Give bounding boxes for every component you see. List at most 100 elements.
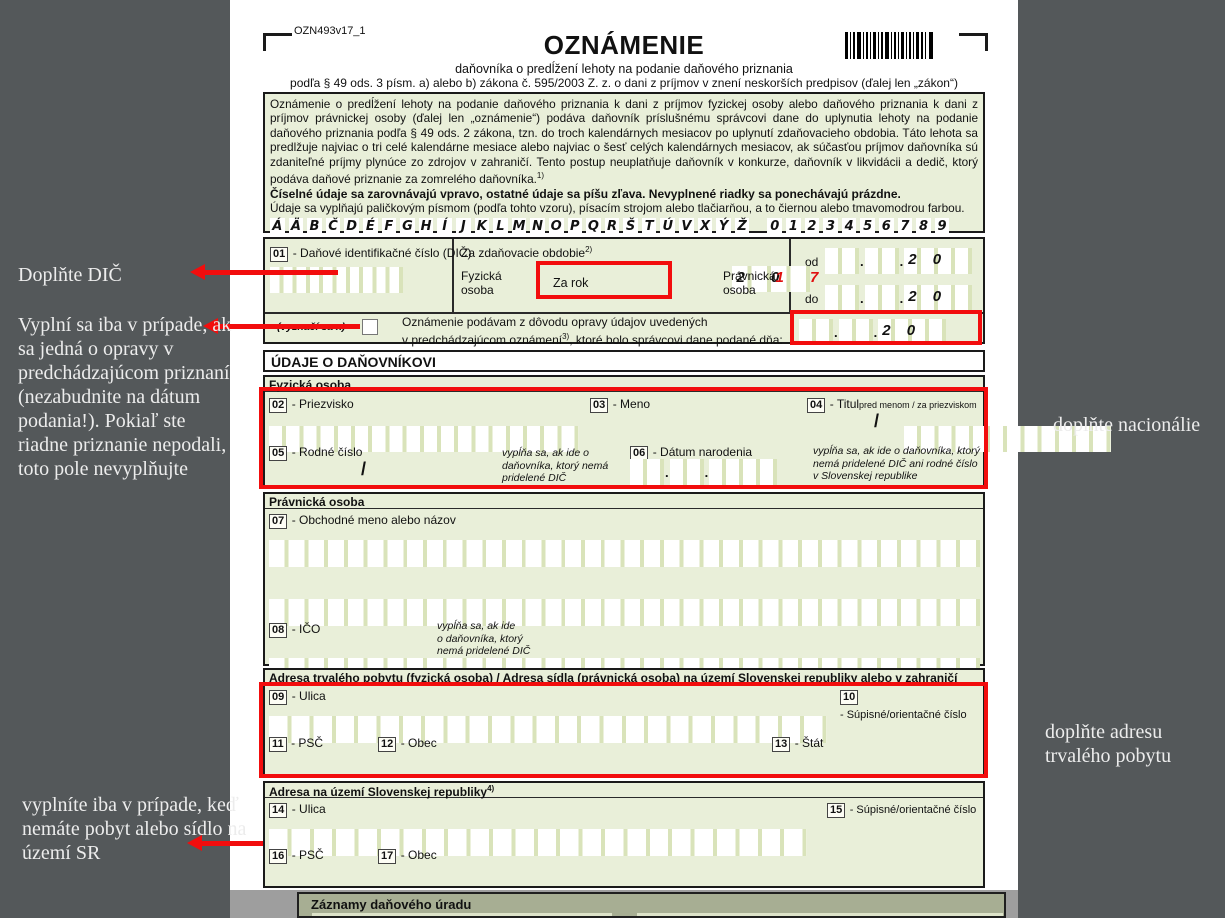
field-16-label: 16 - PSČ [269,846,324,864]
divider [265,312,983,314]
priezvisko-input[interactable] [269,426,579,452]
field-03-label: 03 - Meno [590,395,650,413]
annotation-nacionalie: doplňte nacionálie [1053,414,1201,436]
alphabet-sample-char: Č [325,218,341,236]
form-subtitle: daňovníka o predĺžení lehoty na podanie … [455,62,793,76]
correction-checkbox[interactable] [362,319,378,335]
zaznamy-box: Záznamy daňového úradu [297,892,1006,918]
tax-period-label: Za zdaňovacie obdobie2) [461,245,593,260]
alphabet-sample-char: J [455,218,471,236]
adresa1-header: Adresa trvalého pobytu (fyzická osoba) /… [265,670,983,685]
section-pravnicka-osoba: Právnická osoba 07 - Obchodné meno alebo… [263,492,985,757]
alphabet-sample-char: 3 [823,218,838,236]
alphabet-sample-char: Ý [716,218,731,236]
field-12-label: 12 - Obec [378,734,437,752]
alphabet-sample-char: X [697,218,713,236]
field-07-label: 07 - Obchodné meno alebo názov [269,511,456,529]
alphabet-sample-char: Ž [734,218,750,236]
note-rodne-cislo: vypĺňa sa, ak ide o daňovníka, ktorý nem… [502,447,609,484]
alphabet-sample-char: 5 [860,218,875,236]
note-ico: vypĺňa sa, ak ide o daňovníka, ktorý nem… [437,620,531,657]
obchodne-meno-input-1[interactable] [269,540,980,567]
annotation-oprava: Vyplní sa iba v prípade, ak sa jedná o o… [18,314,232,480]
alphabet-sample-char: 7 [897,218,913,236]
field-10-label: 10 - Súpisné/orientačné číslo [840,690,967,721]
alphabet-sample-char: 6 [879,218,894,236]
alphabet-sample-char: P [567,218,583,236]
note-datum-narodenia: vypĺňa sa, ak ide o daňovníka, ktorý nem… [813,445,980,482]
form-page: OZN493v17_1 OZNÁMENIE daňovníka o predĺž… [230,0,1112,918]
alphabet-sample-char: D [344,218,359,236]
do-label: do [805,292,819,306]
crop-mark-top-right [959,33,988,51]
alphabet-sample-char: 9 [934,218,950,236]
alphabet-sample-char: Ú [660,218,676,236]
pravnicka-header: Právnická osoba [265,494,983,509]
ulica-input[interactable] [269,716,827,743]
box-01-period: 01 - Daňové identifikačné číslo (DIČ) Za… [263,237,985,347]
do-date-input[interactable]: ..2 0 [825,285,973,311]
field-04-label: 04 - Titulpred menom / za priezviskom [807,395,977,413]
ulica-sr-input[interactable] [269,829,807,856]
za-rok-input[interactable]: 2 0 1 7 [732,266,818,292]
alphabet-sample-char: N [530,218,545,236]
alphabet-sample-char: O [548,218,564,236]
rodne-cislo-slash: / [361,459,367,479]
za-rok-label: Za rok [553,276,589,290]
meno-input[interactable] [904,426,1112,452]
pravnicka-osoba-label: Právnická osoba [723,269,776,297]
alphabet-sample-char: Í [437,218,452,236]
annotation-adresa-pobyt: doplňte adresu trvalého pobytu [1045,721,1172,767]
arrow-head-oprava [203,318,218,334]
alphabet-sample-char: R [604,218,620,236]
adresa2-header: Adresa na území Slovenskej republiky4) [265,783,983,799]
form-title: OZNÁMENIE [543,30,705,60]
arrow-head-adresa-sr [187,835,202,851]
alphabet-sample-char: Q [586,218,601,236]
alphabet-sample-char: 4 [841,218,857,236]
titul-slash: / [874,411,880,431]
field-09-label: 09 - Ulica [269,687,326,705]
alphabet-sample-char: 2 [804,218,820,236]
field-01-label: 01 - Daňové identifikačné číslo (DIČ) [270,244,471,262]
zaznamy-label: Záznamy daňového úradu [311,897,472,912]
correction-date-input[interactable]: ..2 0 [799,319,947,345]
divider [452,239,454,312]
fyzicka-header: Fyzická osoba [265,377,983,392]
alphabet-sample-char: 0 [767,218,783,236]
intro-box: Oznámenie o predĺžení lehoty na podanie … [263,92,985,236]
datum-narodenia-input[interactable]: .. [630,459,778,485]
arrow-head-dic [190,264,205,280]
alphabet-sample-char: H [418,218,434,236]
alphabet-sample-char: V [679,218,694,236]
alphabet-sample-char: 1 [786,218,801,236]
alphabet-sample-char: K [474,218,490,236]
section-udaje-header: ÚDAJE O DAŇOVNÍKOVI [263,350,985,372]
zaznamy-cell [312,913,612,916]
section-adresa-pobyt: Adresa trvalého pobytu (fyzická osoba) /… [263,668,985,818]
alphabet-sample-char: Š [623,218,638,236]
field-14-label: 14 - Ulica [269,800,326,818]
intro-paragraph: Oznámenie o predĺžení lehoty na podanie … [270,97,978,186]
annotation-doplnte-dic: Doplňte DIČ [18,264,122,286]
field-11-label: 11 - PSČ [269,734,323,752]
crop-mark-top-left [263,33,292,51]
arrow-line-dic [203,270,338,275]
alphabet-sample-char: M [511,218,527,236]
field-02-label: 02 - Priezvisko [269,395,354,413]
field-13-label: 13 - Štát [772,734,823,752]
alphabet-sample-char: B [307,218,322,236]
zaznamy-cell [637,913,1003,916]
intro-sample-note: Údaje sa vyplňajú paličkovým písmom (pod… [270,201,965,216]
od-date-input[interactable]: ..2 0 [825,248,973,274]
alphabet-sample-char: G [400,218,415,236]
section-adresa-sr: Adresa na území Slovenskej republiky4) 1… [263,781,985,918]
section-fyzicka-osoba: Fyzická osoba 02 - Priezvisko 03 - Meno … [263,375,1112,526]
obchodne-meno-input-2[interactable] [269,599,980,626]
fyzicka-osoba-label: Fyzická osoba [461,269,502,297]
footnote-1: 1) [536,171,545,181]
arrow-line-oprava [216,324,360,329]
od-label: od [805,255,819,269]
